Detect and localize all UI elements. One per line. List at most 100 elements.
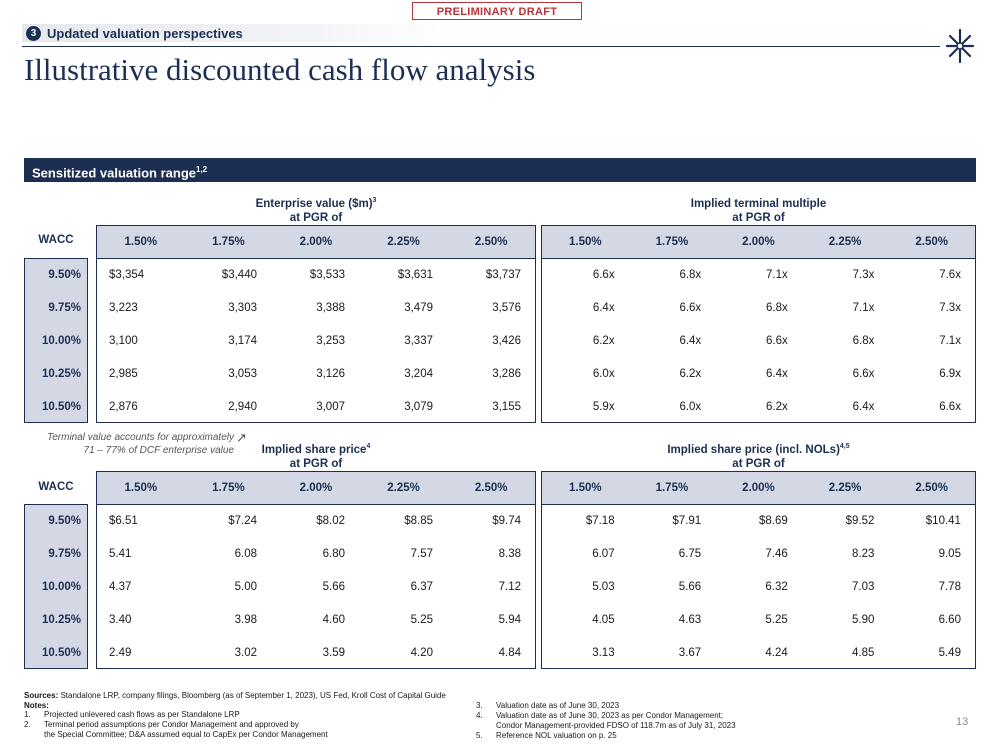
tv-note-line1: Terminal value accounts for approximatel… xyxy=(47,432,234,443)
pgr-header-cell: 2.00% xyxy=(742,236,775,248)
table-cell: 3.13 xyxy=(592,647,615,659)
footnote-number: 4. xyxy=(476,711,483,720)
pgr-header-cell: 1.50% xyxy=(568,236,602,248)
ev-subtitle: at PGR of xyxy=(289,211,343,224)
table-cell: 6.37 xyxy=(410,581,433,593)
section-header: 3 Updated valuation perspectives xyxy=(26,24,243,42)
table-cell: 7.3x xyxy=(852,269,875,281)
notes-left: 1. Projected unlevered cash flows as per … xyxy=(24,710,454,740)
table-cell: 6.08 xyxy=(234,548,257,560)
table-cell: 5.41 xyxy=(109,548,132,560)
section-number-badge: 3 xyxy=(26,25,41,41)
footnote-line: Condor Management-provided FDSO of 118.7… xyxy=(496,721,736,730)
table-row: 4.05 4.63 5.25 5.90 6.60 xyxy=(542,604,975,637)
page-number: 13 xyxy=(956,716,969,728)
wacc-row-label: 10.50% xyxy=(41,647,81,659)
table-cell: 5.66 xyxy=(322,581,345,593)
notes-label: Notes: xyxy=(24,701,49,710)
price-nol-table-title: Implied share price (incl. NOLs)4,5 at P… xyxy=(541,440,976,471)
table-cell: 6.0x xyxy=(592,368,615,380)
table-cell: 3.98 xyxy=(234,614,257,626)
pgr-header-cell: 1.75% xyxy=(212,236,245,248)
price-title-text: Implied share price xyxy=(261,443,367,456)
table-cell: 3,053 xyxy=(228,368,257,380)
table-cell: 6.75 xyxy=(678,548,702,560)
table-row: $6.51 $7.24 $8.02 $8.85 $9.74 xyxy=(97,505,535,538)
table-cell: 3,337 xyxy=(404,335,433,347)
wacc-row-label: 10.25% xyxy=(41,368,81,380)
footnote-text: Projected unlevered cash flows as per St… xyxy=(44,710,240,720)
multiple-pgr-header: 1.50% 1.75% 2.00% 2.25% 2.50% xyxy=(541,225,976,259)
preliminary-draft-stamp: PRELIMINARY DRAFT xyxy=(412,2,582,20)
table-cell: 5.03 xyxy=(592,581,615,593)
multiple-title-text: Implied terminal multiple xyxy=(690,197,827,210)
wacc-label-top: WACC xyxy=(38,234,74,246)
table-cell: 6.8x xyxy=(679,269,702,281)
table-cell: $7.18 xyxy=(585,515,615,527)
table-cell: 6.2x xyxy=(679,368,702,380)
table-cell: 5.49 xyxy=(938,647,961,659)
wacc-row-label: 9.75% xyxy=(48,548,81,560)
pgr-header-cell: 1.75% xyxy=(212,482,245,494)
footnote: 1. Projected unlevered cash flows as per … xyxy=(24,710,454,720)
header-rule xyxy=(22,46,940,47)
footnote: 5. Reference NOL valuation on p. 25 xyxy=(476,731,906,741)
multiple-table-body: 6.6x 6.8x 7.1x 7.3x 7.6x 6.4x 6.6x 6.8x 7.1x 7.3x… xyxy=(541,258,976,423)
table-cell: 7.12 xyxy=(498,581,521,593)
table-cell: 5.25 xyxy=(765,614,788,626)
footnote-number: 5. xyxy=(476,731,483,740)
table-cell: 7.1x xyxy=(852,302,875,314)
footnote-text: Valuation date as of June 30, 2023 xyxy=(496,701,619,711)
table-cell: 6.8x xyxy=(766,302,788,314)
table-cell: 6.9x xyxy=(939,368,961,380)
price-table-title: Implied share price4 at PGR of xyxy=(96,440,536,471)
price-nol-title-text: Implied share price (incl. NOLs) xyxy=(667,443,840,456)
table-cell: 4.60 xyxy=(322,614,345,626)
sensitized-range-bar: Sensitized valuation range1,2 xyxy=(24,158,976,182)
table-cell: 8.38 xyxy=(498,548,521,560)
table-cell: 3,174 xyxy=(228,335,257,347)
footnote: 4. Valuation date as of June 30, 2023 as … xyxy=(476,711,906,731)
ev-title-text: Enterprise value ($m) xyxy=(255,197,373,210)
pgr-header-cell: 2.50% xyxy=(915,236,948,248)
wacc-column-bottom: 9.50% 9.75% 10.00% 10.25% 10.50% xyxy=(24,504,88,669)
table-cell: 3.02 xyxy=(234,647,257,659)
table-cell: $10.41 xyxy=(925,515,961,527)
table-row: $7.18 $7.91 $8.69 $9.52 $10.41 xyxy=(542,505,975,538)
table-cell: 5.90 xyxy=(851,614,875,626)
footnote: 3. Valuation date as of June 30, 2023 xyxy=(476,701,906,711)
table-cell: 5.9x xyxy=(592,401,615,413)
pgr-header-cell: 2.00% xyxy=(742,482,775,494)
table-cell: 3,576 xyxy=(492,302,521,314)
table-cell: 6.6x xyxy=(852,368,875,380)
ev-pgr-header: 1.50% 1.75% 2.00% 2.25% 2.50% xyxy=(96,225,536,259)
ev-table-title: Enterprise value ($m)3 at PGR of xyxy=(96,194,536,225)
table-row: 3.40 3.98 4.60 5.25 5.94 xyxy=(97,604,535,637)
table-cell: 7.57 xyxy=(410,548,433,560)
table-cell: 6.0x xyxy=(679,401,702,413)
footnote-number: 2. xyxy=(24,720,31,729)
table-cell: 5.00 xyxy=(234,581,257,593)
table-cell: 7.1x xyxy=(766,269,788,281)
table-cell: $3,631 xyxy=(397,269,433,281)
footnote-number: 1. xyxy=(24,710,31,719)
price-pgr-header: 1.50% 1.75% 2.00% 2.25% 2.50% xyxy=(96,471,536,505)
table-cell: 6.2x xyxy=(592,335,615,347)
wacc-label-bottom: WACC xyxy=(38,481,74,493)
table-row: $3,354 $3,440 $3,533 $3,631 $3,737 xyxy=(97,259,535,292)
footnote-line: Terminal period assumptions per Condor M… xyxy=(44,720,299,729)
table-cell: 6.60 xyxy=(938,614,961,626)
pgr-header-cell: 1.75% xyxy=(655,482,689,494)
table-row: 6.4x 6.6x 6.8x 7.1x 7.3x xyxy=(542,292,975,325)
table-cell: $7.91 xyxy=(672,515,702,527)
table-cell: 3,155 xyxy=(492,401,521,413)
ev-table-body: $3,354 $3,440 $3,533 $3,631 $3,737 3,223 3,303… xyxy=(96,258,536,423)
table-row: 6.0x 6.2x 6.4x 6.6x 6.9x xyxy=(542,358,975,391)
table-row: 5.9x 6.0x 6.2x 6.4x 6.6x xyxy=(542,391,975,424)
table-cell: 7.78 xyxy=(938,581,961,593)
pgr-header-cell: 2.00% xyxy=(299,236,333,248)
table-cell: 6.6x xyxy=(592,269,615,281)
table-row: 2.49 3.02 3.59 4.20 4.84 xyxy=(97,637,535,670)
table-cell: 6.4x xyxy=(766,368,788,380)
price-nol-pgr-header: 1.50% 1.75% 2.00% 2.25% 2.50% xyxy=(541,471,976,505)
